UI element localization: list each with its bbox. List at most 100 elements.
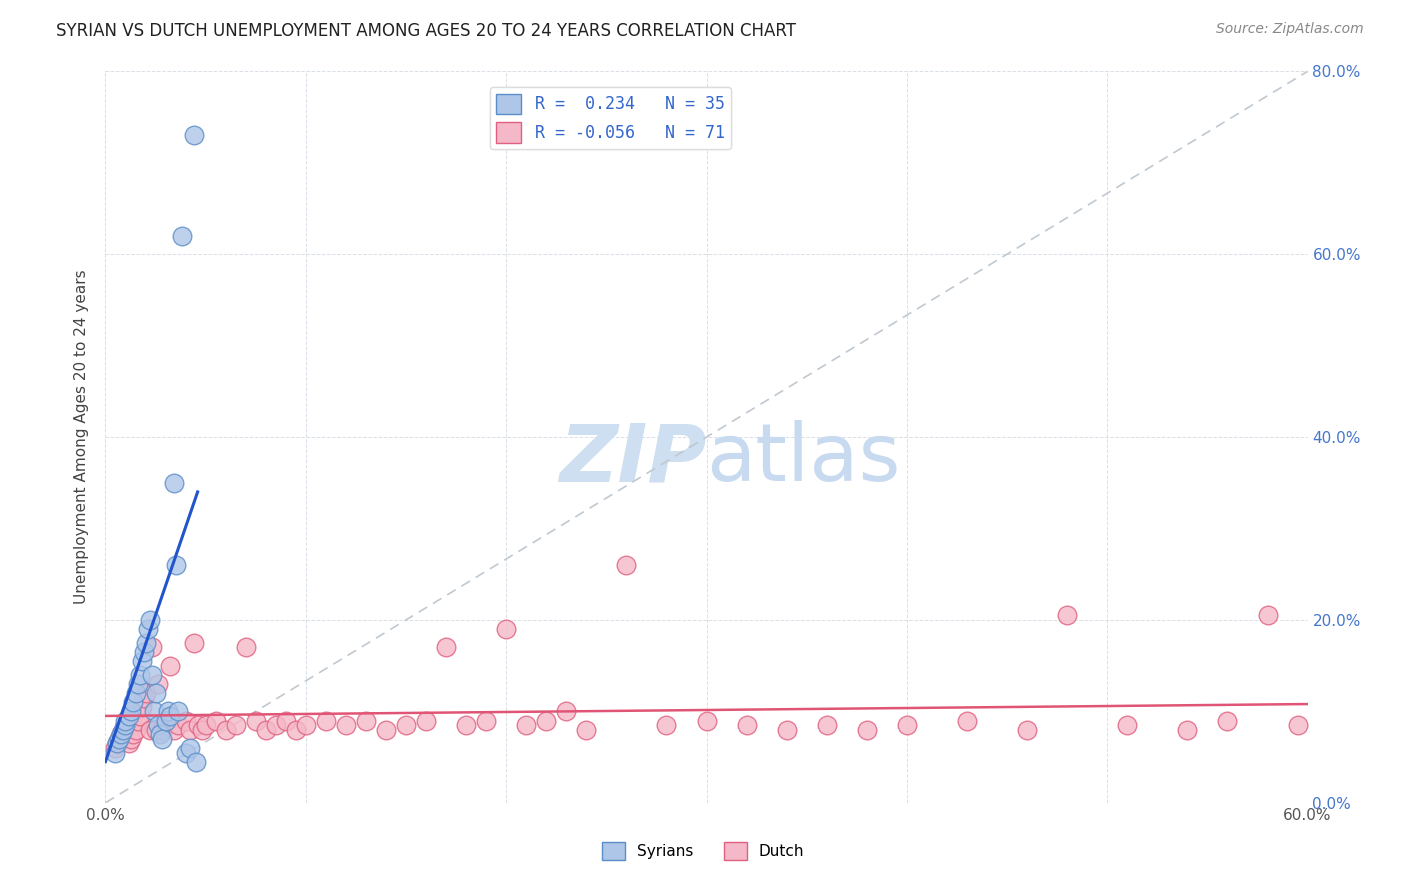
Point — [515, 718, 537, 732]
Point — [104, 740, 127, 755]
Point — [896, 718, 918, 732]
Point — [156, 705, 179, 719]
Point — [155, 714, 177, 728]
Point — [354, 714, 377, 728]
Point — [395, 718, 418, 732]
Point — [131, 699, 153, 714]
Point — [118, 736, 141, 750]
Point — [104, 746, 127, 760]
Point — [235, 640, 257, 655]
Text: atlas: atlas — [707, 420, 901, 498]
Point — [112, 723, 135, 737]
Point — [1177, 723, 1199, 737]
Point — [159, 658, 181, 673]
Point — [1017, 723, 1039, 737]
Point — [146, 718, 169, 732]
Point — [264, 718, 287, 732]
Point — [335, 718, 357, 732]
Point — [815, 718, 838, 732]
Point — [179, 723, 201, 737]
Point — [315, 714, 337, 728]
Point — [148, 727, 170, 741]
Point — [735, 718, 758, 732]
Point — [132, 690, 155, 705]
Point — [454, 718, 477, 732]
Point — [284, 723, 307, 737]
Point — [534, 714, 557, 728]
Point — [183, 636, 205, 650]
Point — [616, 558, 638, 573]
Point — [138, 723, 160, 737]
Y-axis label: Unemployment Among Ages 20 to 24 years: Unemployment Among Ages 20 to 24 years — [75, 269, 90, 605]
Point — [174, 714, 197, 728]
Point — [162, 475, 184, 490]
Point — [159, 709, 181, 723]
Point — [131, 654, 153, 668]
Point — [179, 740, 201, 755]
Text: SYRIAN VS DUTCH UNEMPLOYMENT AMONG AGES 20 TO 24 YEARS CORRELATION CHART: SYRIAN VS DUTCH UNEMPLOYMENT AMONG AGES … — [56, 22, 796, 40]
Point — [187, 718, 209, 732]
Point — [225, 718, 247, 732]
Point — [141, 667, 163, 681]
Point — [121, 705, 143, 719]
Point — [127, 677, 149, 691]
Text: ZIP: ZIP — [560, 420, 707, 498]
Point — [118, 709, 141, 723]
Point — [135, 686, 157, 700]
Point — [108, 731, 131, 746]
Point — [124, 723, 146, 737]
Point — [145, 686, 167, 700]
Point — [107, 736, 129, 750]
Point — [696, 714, 718, 728]
Point — [555, 705, 578, 719]
Point — [162, 723, 184, 737]
Point — [112, 723, 135, 737]
Point — [170, 228, 193, 243]
Point — [136, 622, 159, 636]
Point — [166, 705, 188, 719]
Point — [855, 723, 877, 737]
Point — [166, 718, 188, 732]
Point — [110, 727, 132, 741]
Point — [114, 718, 136, 732]
Point — [495, 622, 517, 636]
Point — [214, 723, 236, 737]
Point — [776, 723, 799, 737]
Point — [122, 727, 145, 741]
Point — [204, 714, 226, 728]
Text: Source: ZipAtlas.com: Source: ZipAtlas.com — [1216, 22, 1364, 37]
Point — [194, 718, 217, 732]
Point — [575, 723, 598, 737]
Point — [245, 714, 267, 728]
Point — [155, 714, 177, 728]
Point — [146, 677, 169, 691]
Point — [110, 727, 132, 741]
Point — [1286, 718, 1309, 732]
Point — [274, 714, 297, 728]
Point — [1257, 608, 1279, 623]
Point — [108, 731, 131, 746]
Point — [1116, 718, 1139, 732]
Point — [254, 723, 277, 737]
Point — [141, 640, 163, 655]
Point — [128, 667, 150, 681]
Point — [132, 645, 155, 659]
Legend: R =  0.234   N = 35, R = -0.056   N = 71: R = 0.234 N = 35, R = -0.056 N = 71 — [489, 87, 731, 149]
Point — [122, 695, 145, 709]
Point — [190, 723, 212, 737]
Point — [150, 731, 173, 746]
Legend: Syrians, Dutch: Syrians, Dutch — [596, 836, 810, 866]
Point — [138, 613, 160, 627]
Point — [1056, 608, 1078, 623]
Point — [475, 714, 498, 728]
Point — [145, 723, 167, 737]
Point — [114, 718, 136, 732]
Point — [184, 755, 207, 769]
Point — [295, 718, 318, 732]
Point — [107, 736, 129, 750]
Point — [121, 731, 143, 746]
Point — [174, 746, 197, 760]
Point — [127, 714, 149, 728]
Point — [128, 709, 150, 723]
Point — [956, 714, 979, 728]
